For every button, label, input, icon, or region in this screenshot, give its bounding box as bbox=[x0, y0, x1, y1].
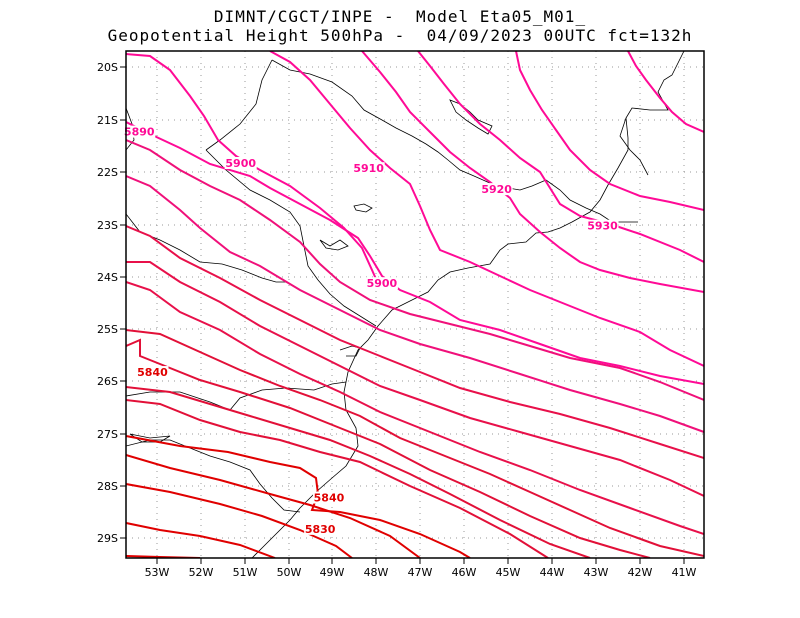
title-line-1: DIMNT/CGCT/INPE - Model Eta05_M01_ bbox=[213, 7, 587, 26]
reservoir-3 bbox=[353, 203, 373, 213]
border-ms-sp bbox=[205, 59, 273, 151]
longitude-labels: 53W 52W 51W 50W 49W 48W 47W 46W 45W 44W … bbox=[145, 566, 697, 579]
contour-5915 bbox=[417, 51, 704, 263]
contour-label-bg bbox=[586, 219, 619, 232]
contour-labels: 5890 5900 5910 5920 5930 5900 5840 5840 5830 bbox=[123, 125, 619, 536]
contour-5845 bbox=[126, 399, 549, 558]
lat-label-23s: 23S bbox=[97, 219, 118, 232]
latitude-labels: 20S 21S 22S 23S 24S 25S 26S 27S 28S 29S bbox=[97, 61, 118, 545]
contour-5920 bbox=[515, 51, 704, 211]
lon-label-46w: 46W bbox=[452, 566, 477, 579]
contour-label-5840: 5840 bbox=[314, 492, 345, 505]
map-frame bbox=[125, 50, 705, 559]
contour-5890 bbox=[126, 121, 704, 385]
lat-label-27s: 27S bbox=[97, 428, 118, 441]
contour-label-5930: 5930 bbox=[587, 220, 618, 233]
graticule bbox=[126, 51, 704, 558]
contour-5905 bbox=[269, 51, 704, 367]
lon-label-42w: 42W bbox=[628, 566, 653, 579]
lon-label-49w: 49W bbox=[320, 566, 345, 579]
contour-5880 bbox=[126, 175, 704, 433]
height-contours bbox=[126, 51, 704, 558]
contour-label-5890: 5890 bbox=[124, 126, 155, 139]
border-mg-rj bbox=[545, 179, 638, 223]
lat-label-26s: 26S bbox=[97, 375, 118, 388]
lat-label-25s: 25S bbox=[97, 323, 118, 336]
lon-label-53w: 53W bbox=[145, 566, 170, 579]
contour-label-bg bbox=[352, 162, 385, 175]
border-paraguay bbox=[126, 107, 286, 283]
lat-label-24s: 24S bbox=[97, 271, 118, 284]
lat-label-20s: 20S bbox=[97, 61, 118, 74]
lon-label-52w: 52W bbox=[189, 566, 214, 579]
lon-label-50w: 50W bbox=[277, 566, 302, 579]
lon-label-43w: 43W bbox=[584, 566, 609, 579]
contour-5835 bbox=[126, 454, 421, 558]
lake-santa-catarina bbox=[129, 433, 171, 443]
contour-label-5900: 5900 bbox=[225, 157, 256, 170]
contour-5925 bbox=[627, 51, 704, 133]
contour-5865 bbox=[126, 281, 704, 535]
lat-label-21s: 21S bbox=[97, 114, 118, 127]
lon-label-47w: 47W bbox=[408, 566, 433, 579]
contour-label-5900: 5900 bbox=[367, 277, 398, 290]
reservoir-2 bbox=[319, 239, 349, 251]
lat-label-29s: 29S bbox=[97, 532, 118, 545]
border-sp-pr bbox=[317, 279, 377, 327]
contour-5860 bbox=[126, 329, 704, 557]
contour-label-bg bbox=[224, 156, 257, 169]
contour-label-bg bbox=[136, 366, 169, 379]
contour-5910 bbox=[361, 51, 704, 293]
border-mg-es bbox=[619, 117, 649, 176]
lon-label-48w: 48W bbox=[364, 566, 389, 579]
contour-label-bg bbox=[123, 125, 156, 138]
contour-label-5910: 5910 bbox=[353, 162, 384, 175]
lon-label-51w: 51W bbox=[233, 566, 258, 579]
contour-label-bg bbox=[365, 277, 398, 290]
contour-5850 bbox=[126, 386, 591, 558]
contour-5830 bbox=[126, 522, 276, 558]
contour-5875 bbox=[126, 225, 704, 459]
map-background bbox=[126, 51, 704, 558]
contour-5830b bbox=[126, 483, 353, 558]
lon-label-41w: 41W bbox=[672, 566, 697, 579]
contour-label-bg bbox=[312, 491, 345, 504]
contour-label-5830: 5830 bbox=[305, 523, 336, 536]
contour-5855 bbox=[126, 338, 651, 558]
lat-label-22s: 22S bbox=[97, 166, 118, 179]
lon-label-45w: 45W bbox=[496, 566, 521, 579]
contour-label-bg bbox=[480, 183, 513, 196]
contour-label-5920: 5920 bbox=[481, 183, 512, 196]
contour-label-5840: 5840 bbox=[137, 366, 168, 379]
border-ms-pr bbox=[205, 149, 319, 281]
latitude-ticks bbox=[120, 66, 126, 539]
contour-5885 bbox=[126, 139, 704, 401]
lon-label-44w: 44W bbox=[540, 566, 565, 579]
contour-5870 bbox=[126, 261, 704, 497]
contour-label-bg bbox=[304, 522, 337, 535]
lat-label-28s: 28S bbox=[97, 480, 118, 493]
title-line-2: Geopotential Height 500hPa - 04/09/2023 … bbox=[107, 26, 693, 45]
longitude-ticks bbox=[156, 558, 685, 564]
